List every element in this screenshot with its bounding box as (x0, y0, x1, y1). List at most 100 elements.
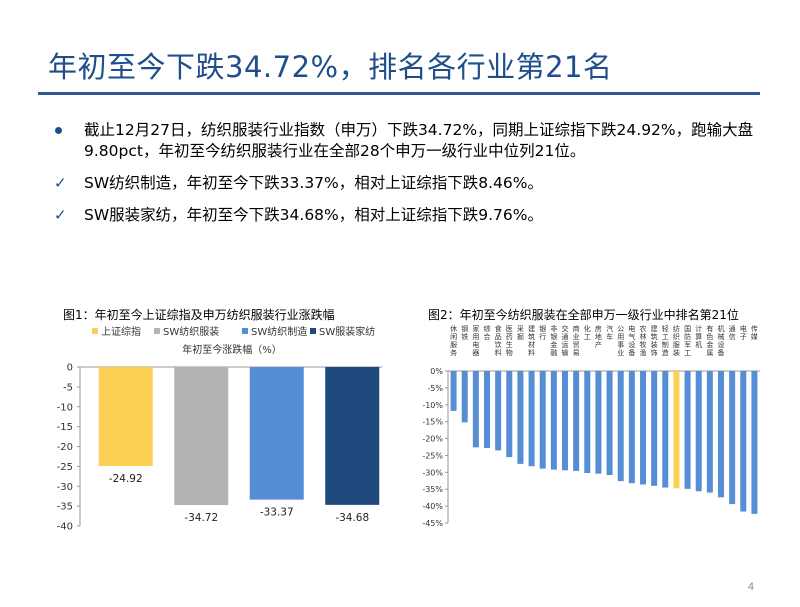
figure1-chart: 上证综指 SW纺织服装 SW纺织制造 SW服装家纺 年初至今涨跌幅（%） 0 -5 -10 -1… (52, 322, 388, 533)
bar (718, 371, 724, 498)
x-tick-label-char: 通 (729, 324, 736, 333)
x-tick-label-char: 算 (695, 332, 702, 341)
x-tick-label-char: 信 (729, 332, 736, 341)
bar (706, 371, 713, 493)
y-tick-label: -45% (422, 519, 443, 528)
x-tick-label-char: 医 (506, 325, 513, 333)
bar (461, 371, 468, 423)
y-tick-label: -25 (57, 462, 73, 473)
bar (450, 371, 457, 411)
x-tick-label-char: 械 (718, 332, 725, 341)
x-tick-label-char: 综 (484, 324, 491, 333)
bullet-text: 截止12月27日，纺织服装行业指数（申万）下跌34.72%，同期上证综指下跌24… (84, 121, 754, 160)
x-tick-label-char: 用 (472, 333, 479, 341)
bar (562, 371, 568, 471)
x-tick-label-char: 筑 (528, 332, 535, 341)
x-tick-label-char: 汽 (606, 324, 613, 333)
y-tick-label: -30 (57, 482, 73, 493)
x-tick-label-char: 品 (495, 333, 502, 341)
x-tick-label-char: 机 (718, 324, 725, 333)
bar (584, 371, 591, 474)
y-tick-label: 0 (67, 363, 73, 374)
slide-title: 年初至今下跌34.72%，排名各行业第21名 (48, 50, 613, 84)
y-tick-label: -5 (63, 382, 73, 393)
x-tick-label-char: 商 (573, 324, 580, 333)
check-icon: ✓ (54, 174, 67, 192)
x-tick-label-char: 子 (740, 333, 747, 341)
y-tick-label: 0% (430, 367, 443, 376)
x-tick-label-char: 物 (506, 348, 513, 357)
legend-swatch (92, 328, 98, 334)
data-label: -34.72 (184, 512, 218, 524)
x-tick-label-char: 业 (617, 348, 624, 357)
x-tick-label-char: 交 (562, 324, 569, 333)
x-tick-label-char: 业 (573, 332, 580, 341)
figure2-title: 图2：年初至今纺织服装在全部申万一级行业中排名第21位 (428, 308, 739, 322)
x-tick-label-char: 采 (517, 324, 524, 333)
legend-label: SW纺织制造 (251, 325, 307, 338)
legend-label: SW服装家纺 (319, 325, 375, 338)
x-tick-label-char: 工 (584, 333, 591, 341)
x-tick-label-char: 产 (595, 340, 602, 349)
x-tick-label-char: 服 (673, 341, 680, 349)
x-tick-label-char: 服 (450, 341, 457, 349)
x-tick-label-char: 务 (450, 348, 457, 357)
page-number: 4 (747, 581, 754, 593)
x-tick-label-char: 公 (617, 325, 624, 333)
bar (573, 371, 580, 471)
legend-label: 上证综指 (101, 325, 141, 338)
bar (751, 371, 758, 514)
data-label: -34.68 (335, 512, 369, 524)
bar (517, 371, 524, 464)
data-label: -33.37 (260, 507, 294, 519)
x-tick-label-char: 房 (595, 324, 602, 333)
y-tick-label: -40% (422, 502, 443, 511)
x-tick-label-char: 设 (628, 340, 635, 349)
x-tick-label-char: 钢 (461, 324, 468, 333)
x-tick-label-char: 备 (718, 348, 725, 357)
bar (651, 371, 658, 486)
x-tick-label-char: 装 (651, 340, 658, 349)
x-tick-label-char: 军 (684, 341, 691, 349)
x-tick-label-char: 化 (584, 324, 591, 333)
bar (325, 367, 380, 505)
x-tick-label-char: 非 (550, 324, 557, 333)
bullet-item: 截止12月27日，纺织服装行业指数（申万）下跌34.72%，同期上证综指下跌24… (48, 120, 768, 162)
x-tick-label-char: 装 (673, 348, 680, 357)
bar (617, 371, 624, 482)
x-tick-label-char: 工 (684, 349, 691, 357)
y-tick-label: -35% (422, 485, 443, 494)
x-tick-label-char: 药 (506, 332, 513, 341)
x-tick-label-char: 国 (684, 325, 691, 333)
x-tick-label-char: 建 (651, 324, 658, 333)
x-tick-label-char: 用 (617, 333, 624, 341)
bar (495, 371, 502, 451)
bar (684, 371, 691, 489)
x-tick-label-char: 家 (472, 324, 479, 333)
legend-swatch (242, 328, 248, 334)
x-tick-label-char: 林 (640, 332, 647, 341)
x-tick-label-char: 筑 (651, 332, 658, 341)
bar (673, 371, 680, 489)
bullet-text: SW服装家纺，年初至今下跌34.68%，相对上证综指下跌9.76%。 (84, 206, 544, 224)
x-tick-label-char: 运 (562, 341, 569, 349)
y-tick-label: -25% (422, 451, 443, 460)
bar (628, 371, 635, 484)
figure2-chart: 0% -5% -10% -15% -20% -25% -30% -35% -40% -45% 休闲服… (412, 322, 768, 532)
bar (729, 371, 736, 505)
x-tick-label-char: 地 (595, 332, 602, 341)
y-tick-label: -20% (422, 435, 443, 444)
dot-icon (55, 127, 62, 134)
x-tick-label-char: 生 (506, 340, 513, 349)
bar (640, 371, 646, 485)
x-tick-label-char: 轻 (662, 324, 669, 333)
y-tick-label: -30% (422, 468, 443, 477)
legend-swatch (310, 328, 316, 334)
x-tick-label-char: 通 (562, 332, 569, 341)
chart-title: 年初至今涨跌幅（%） (182, 343, 282, 356)
x-tick-label-char: 银 (550, 332, 557, 341)
y-tick-label: -35 (57, 502, 73, 513)
x-tick-label-char: 计 (695, 324, 702, 333)
x-tick-label-char: 媒 (751, 332, 758, 341)
